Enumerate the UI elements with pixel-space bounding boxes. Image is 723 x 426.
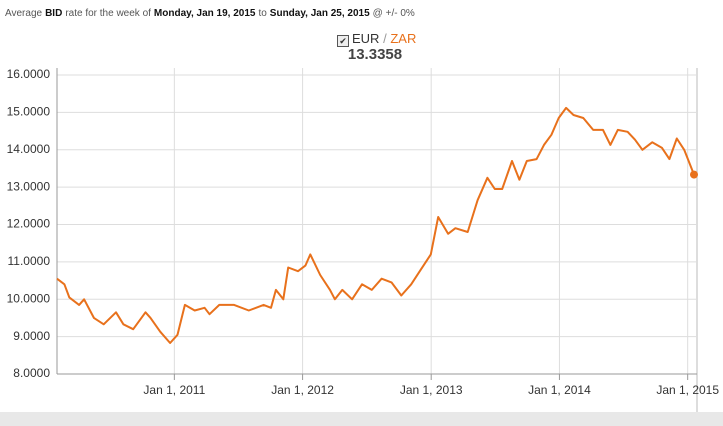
separator: / [383,31,387,46]
header-text: Monday, Jan 19, 2015 [153,8,256,19]
base-currency: EUR [352,31,380,46]
y-tick-label: 14.0000 [7,142,51,156]
y-tick-label: 16.0000 [7,67,51,81]
header-text: Sunday, Jan 25, 2015 [269,8,370,19]
legend: ✔ EUR / ZAR [337,31,416,47]
x-tick-label: Jan 1, 2011 [143,383,205,397]
y-tick-label: 9.0000 [13,329,50,343]
current-rate: 13.3358 [347,46,403,63]
header-text: Average [5,8,43,19]
header-text: to [258,8,267,19]
y-tick-label: 11.0000 [8,254,51,268]
y-tick-label: 13.0000 [7,179,51,193]
header-text: @ +/- 0% [372,8,415,19]
last-point [690,170,698,179]
header: Average BID rate for the week of Monday, Ja… [5,8,418,19]
y-tick-label: 8.0000 [13,366,50,380]
x-tick-label: Jan 1, 2013 [400,383,463,397]
checkbox[interactable]: ✔ [337,35,349,47]
y-tick-label: 15.0000 [7,105,51,119]
footer-band [0,412,723,426]
header-text: BID [45,8,63,19]
series-line [56,106,695,344]
y-tick-label: 10.0000 [7,291,51,305]
header-text: rate for the week of [65,8,151,19]
x-tick-label: Jan 1, 2015 [656,383,719,397]
y-tick-label: 12.0000 [7,217,51,231]
x-tick-label: Jan 1, 2012 [271,383,334,397]
quote-currency: ZAR [390,31,417,46]
x-tick-label: Jan 1, 2014 [528,383,591,397]
